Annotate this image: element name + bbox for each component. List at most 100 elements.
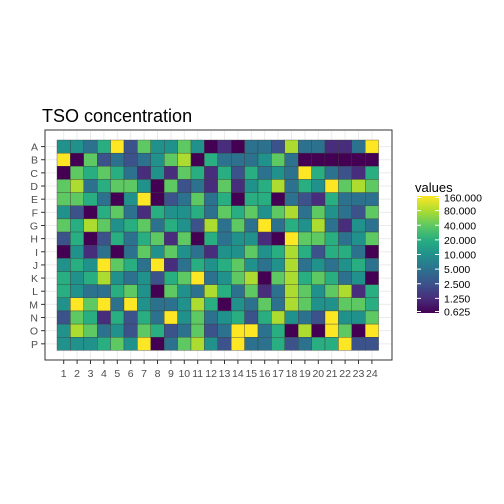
heatmap-cell — [83, 310, 98, 325]
legend-label: 1.250 — [444, 293, 470, 305]
heatmap-cell — [351, 258, 366, 272]
x-tick-label: 3 — [88, 368, 94, 380]
heatmap-cell — [284, 218, 299, 233]
legend-title: values — [415, 180, 453, 195]
heatmap-cell — [257, 205, 272, 220]
heatmap-cell — [110, 323, 125, 338]
heatmap-cell — [150, 139, 165, 154]
heatmap-cell — [97, 205, 111, 220]
heatmap-cell — [83, 231, 98, 246]
heatmap-cell — [217, 192, 232, 206]
heatmap-cell — [110, 258, 125, 272]
heatmap-cell — [217, 284, 232, 298]
x-tick-label: 9 — [168, 368, 174, 380]
heatmap-cell — [177, 218, 192, 233]
heatmap-cell — [338, 323, 352, 338]
heatmap-cell — [83, 245, 98, 259]
heatmap-cell — [284, 297, 299, 312]
heatmap-cell — [164, 166, 178, 180]
heatmap-cell — [217, 323, 232, 338]
heatmap-cell — [150, 231, 165, 246]
heatmap-cell — [244, 323, 259, 338]
heatmap-cell — [324, 166, 339, 180]
heatmap-cell — [83, 139, 98, 154]
heatmap-cell — [298, 231, 312, 246]
heatmap-cell — [204, 218, 218, 233]
heatmap-cell — [110, 179, 125, 193]
heatmap-cell — [324, 337, 339, 351]
heatmap-cell — [324, 179, 339, 193]
heatmap-cell — [284, 337, 299, 351]
heatmap-cell — [324, 271, 339, 285]
heatmap-cell — [231, 310, 245, 325]
heatmap-cell — [217, 310, 232, 325]
heatmap-cell — [137, 297, 151, 312]
heatmap-cell — [311, 323, 326, 338]
heatmap-cell — [177, 139, 192, 154]
heatmap-cell — [257, 166, 272, 180]
y-tick-label: L — [32, 286, 38, 298]
heatmap-cell — [150, 192, 165, 206]
heatmap-cell — [97, 231, 111, 246]
heatmap-cell — [231, 297, 245, 312]
x-tick-label: 12 — [205, 368, 217, 380]
heatmap-cell — [110, 297, 125, 312]
x-tick-label: 22 — [339, 368, 351, 380]
heatmap-cell — [244, 205, 259, 220]
heatmap-cell — [271, 297, 285, 312]
heatmap-cell — [56, 179, 71, 193]
heatmap-cell — [150, 152, 165, 167]
heatmap-cell — [204, 337, 218, 351]
heatmap-cell — [70, 258, 84, 272]
heatmap-cell — [311, 166, 326, 180]
heatmap-cell — [70, 323, 84, 338]
heatmap-cell — [177, 297, 192, 312]
heatmap-cell — [164, 245, 178, 259]
heatmap-cell — [257, 284, 272, 298]
heatmap-cell — [311, 245, 326, 259]
legend-label: 80.000 — [444, 206, 476, 218]
x-tick-label: 16 — [259, 368, 271, 380]
heatmap-cell — [204, 245, 218, 259]
heatmap-cell — [137, 152, 151, 167]
heatmap-cell — [271, 218, 285, 233]
heatmap-cell — [70, 284, 84, 298]
heatmap-cell — [204, 152, 218, 167]
heatmap-cell — [204, 310, 218, 325]
heatmap-cell — [338, 297, 352, 312]
heatmap-cell — [204, 271, 218, 285]
heatmap-cell — [97, 271, 111, 285]
heatmap-cell — [311, 218, 326, 233]
heatmap-cell — [56, 192, 71, 206]
heatmap-cell — [150, 205, 165, 220]
heatmap-cell — [204, 284, 218, 298]
heatmap-cell — [110, 166, 125, 180]
heatmap-cell — [137, 337, 151, 351]
heatmap-cell — [70, 179, 84, 193]
heatmap-cell — [244, 271, 259, 285]
heatmap-cell — [324, 192, 339, 206]
heatmap-cell — [298, 284, 312, 298]
x-tick-label: 19 — [299, 368, 311, 380]
heatmap-cell — [83, 179, 98, 193]
chart-title: TSO concentration — [42, 106, 192, 126]
x-tick-label: 17 — [272, 368, 284, 380]
heatmap-cell — [298, 323, 312, 338]
heatmap-cell — [137, 166, 151, 180]
x-tick-label: 1 — [61, 368, 67, 380]
heatmap-cell — [190, 297, 205, 312]
heatmap-cell — [351, 205, 366, 220]
heatmap-cell — [271, 192, 285, 206]
heatmap-cell — [231, 337, 245, 351]
heatmap-cell — [204, 192, 218, 206]
heatmap-cell — [56, 152, 71, 167]
heatmap-cell — [164, 284, 178, 298]
heatmap-cell — [351, 218, 366, 233]
heatmap-cell — [204, 297, 218, 312]
heatmap-cell — [137, 218, 151, 233]
heatmap-cell — [217, 245, 232, 259]
y-tick-label: P — [31, 339, 38, 351]
heatmap-cell — [177, 205, 192, 220]
heatmap-cell — [365, 152, 379, 167]
x-tick-label: 10 — [178, 368, 190, 380]
